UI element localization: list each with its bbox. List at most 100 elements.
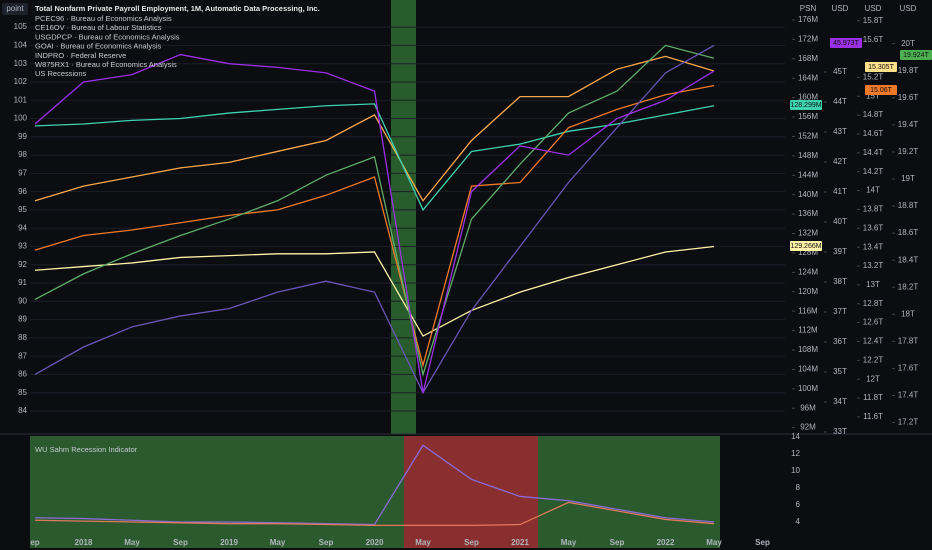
axis-header: USD (832, 4, 849, 13)
series-line (34, 245, 715, 337)
series-line (34, 501, 715, 527)
x-tick-label: 2021 (511, 538, 529, 547)
y-tick-label: 128M (798, 248, 818, 257)
y-tick-label: 12T (866, 374, 880, 383)
y-tick-label: 19.4T (898, 120, 919, 129)
y-tick-label: 10 (791, 466, 800, 475)
y-tick-label: 14T (866, 186, 880, 195)
y-tick-label: 44T (833, 97, 847, 106)
y-tick-label: 12.2T (863, 355, 884, 364)
chart-title: Total Nonfarm Private Payroll Employment… (35, 4, 320, 13)
y-tick-label: 12.6T (863, 318, 884, 327)
series-line (34, 444, 715, 526)
y-tick-label: 98 (18, 150, 27, 159)
y-tick-label: 15T (866, 91, 880, 100)
y-tick-label: 12 (791, 449, 800, 458)
y-tick-label: 156M (798, 112, 818, 121)
y-tick-label: 14.6T (863, 129, 884, 138)
y-tick-label: 20T (901, 39, 915, 48)
series-line (34, 55, 715, 202)
price-tag (790, 241, 822, 251)
y-tick-label: 13.6T (863, 223, 884, 232)
series-line (34, 53, 715, 393)
y-tick-label: 17.8T (898, 336, 919, 345)
y-tick-label: 132M (798, 229, 818, 238)
y-tick-label: 88 (18, 333, 27, 342)
y-tick-label: 13.4T (863, 242, 884, 251)
y-tick-label: 15.8T (863, 16, 884, 25)
y-tick-label: 116M (798, 306, 818, 315)
y-tick-label: 18.6T (898, 228, 919, 237)
y-tick-label: 87 (18, 351, 27, 360)
y-tick-label: 45T (833, 67, 847, 76)
x-tick-label: ep (30, 538, 39, 547)
y-tick-label: 37T (833, 307, 847, 316)
price-tag (830, 38, 862, 48)
y-tick-label: 6 (796, 500, 801, 509)
x-tick-label: May (415, 538, 431, 547)
y-tick-label: 102 (14, 77, 28, 86)
x-tick-label: 2018 (75, 538, 93, 547)
series-line (34, 44, 715, 377)
y-tick-label: 18.2T (898, 282, 919, 291)
series-line (34, 44, 715, 395)
price-tag (790, 100, 822, 110)
y-tick-label: 40T (833, 217, 847, 226)
y-tick-label: 19.6T (898, 93, 919, 102)
price-tag (865, 62, 897, 72)
y-tick-label: 89 (18, 315, 27, 324)
x-tick-label: Sep (755, 538, 770, 547)
y-tick-label: 41T (833, 187, 847, 196)
x-tick-label: 2022 (657, 538, 675, 547)
y-tick-label: 172M (798, 34, 818, 43)
axis-header: PSN (800, 4, 817, 13)
y-tick-label: 112M (798, 326, 818, 335)
y-tick-label: 97 (18, 168, 27, 177)
y-tick-label: 124M (798, 267, 818, 276)
indicator-title: WU Sahm Recession Indicator (35, 445, 138, 454)
y-tick-label: 96M (800, 403, 816, 412)
legend-entry: US Recessions (35, 69, 87, 78)
y-tick-label: 120M (798, 287, 818, 296)
price-tag-label: 45.973T (833, 40, 859, 47)
y-tick-label: 136M (798, 209, 818, 218)
y-tick-label: 168M (798, 54, 818, 63)
price-tag-label: 15.305T (868, 64, 894, 71)
y-tick-label: 176M (798, 15, 818, 24)
x-tick-label: 2019 (220, 538, 238, 547)
y-tick-label: 160M (798, 93, 818, 102)
y-tick-label: 100M (798, 384, 818, 393)
y-tick-label: 12.4T (863, 337, 884, 346)
y-tick-label: 101 (14, 95, 28, 104)
y-tick-label: 14.8T (863, 110, 884, 119)
y-tick-label: 15.2T (863, 73, 884, 82)
y-tick-label: 93 (18, 242, 27, 251)
y-tick-label: 17.4T (898, 391, 919, 400)
y-tick-label: 140M (798, 190, 818, 199)
y-tick-label: 14 (791, 432, 800, 441)
y-tick-label: 96 (18, 187, 27, 196)
y-tick-label: 38T (833, 277, 847, 286)
indicator-bg-red (404, 436, 538, 548)
y-tick-label: 18.4T (898, 255, 919, 264)
y-tick-label: 4 (796, 517, 801, 526)
y-tick-label: 14.2T (863, 167, 884, 176)
y-tick-label: 19.8T (898, 66, 919, 75)
price-tag-label: 15.06T (870, 87, 893, 94)
x-tick-label: May (706, 538, 722, 547)
y-tick-label: 104M (798, 364, 818, 373)
x-tick-label: Sep (173, 538, 188, 547)
y-tick-label: 84 (18, 406, 27, 415)
indicator-bg-green (30, 436, 404, 548)
y-tick-label: 91 (18, 278, 27, 287)
y-tick-label: 12.8T (863, 299, 884, 308)
price-tag (865, 85, 897, 95)
series-line (34, 103, 715, 212)
y-tick-label: 18T (901, 309, 915, 318)
y-tick-label: 11.8T (863, 393, 883, 402)
y-tick-label: 15.6T (863, 35, 884, 44)
y-tick-label: 99 (18, 132, 27, 141)
y-tick-label: 13.8T (863, 205, 884, 214)
y-tick-label: 92M (800, 423, 816, 432)
